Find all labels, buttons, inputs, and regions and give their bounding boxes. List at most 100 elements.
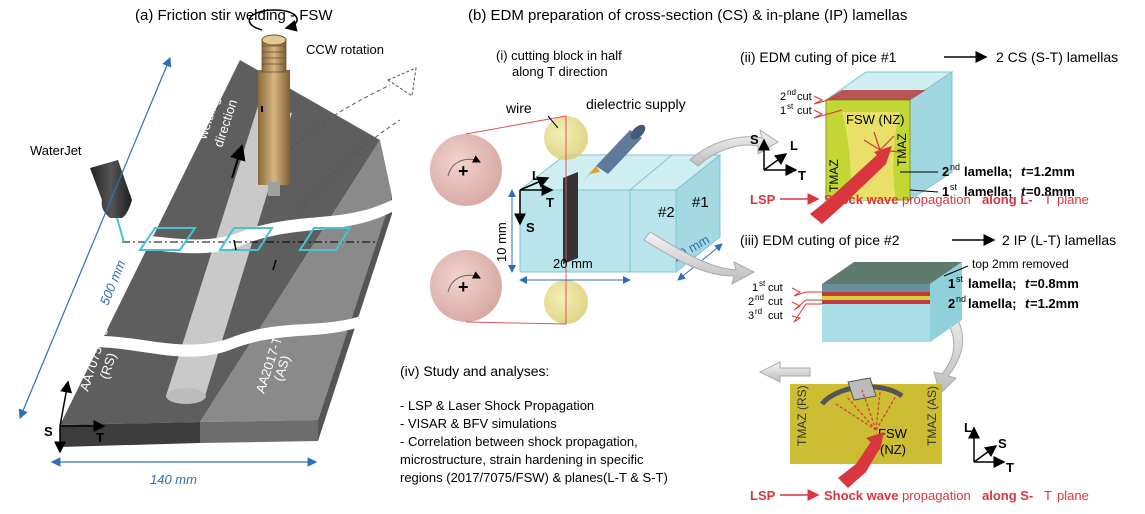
iii-side [930, 262, 962, 342]
dim-500-line [18, 56, 172, 420]
br-shock: Shock wave [824, 488, 898, 503]
ccw-label: CCW rotation [306, 42, 384, 57]
roller-top-left [430, 134, 502, 206]
ii-lam1-value: =0.8mm [1026, 184, 1075, 199]
svg-text:st: st [956, 274, 964, 284]
svg-text:cut: cut [768, 282, 783, 294]
dielectric-nozzle [596, 130, 642, 174]
ii-shock: Shock wave [824, 192, 898, 207]
wire-label: wire [505, 100, 532, 116]
step-ii-title-b: 2 CS (S-T) lamellas [996, 49, 1118, 65]
axis-a-t: T [96, 430, 104, 445]
wire-bottom [465, 280, 567, 325]
fsw-tool-body [258, 70, 290, 185]
ii-cut1-word: cut [797, 105, 812, 117]
axis-b-s: S [526, 220, 535, 235]
ii-lsp: LSP [750, 192, 776, 207]
br-axis-s: S [998, 436, 1007, 451]
ii-fsw-label: FSW (NZ) [846, 112, 904, 127]
dielectric-label: dielectric supply [586, 96, 686, 112]
br-probe [847, 377, 877, 401]
ii-shock-burst [863, 131, 901, 153]
block-side [675, 153, 721, 274]
ii-tmaz-right: TMAZ [895, 133, 909, 166]
step-iv-line4: microstructure, strain hardening in spec… [400, 452, 644, 467]
block-front [519, 189, 677, 273]
svg-text:cut: cut [768, 310, 783, 322]
waterjet-nozzle [90, 160, 132, 218]
iii-cut3-num: 3 [748, 310, 754, 322]
cut-slot [563, 172, 578, 264]
link-arrow-1 [289, 84, 391, 151]
iii-top [822, 262, 962, 284]
svg-text:nd: nd [787, 88, 796, 97]
ii-axis-s: S [750, 132, 759, 147]
step-i-line1: (i) cutting block in half [496, 48, 622, 63]
br-vectors [835, 389, 897, 431]
ccw-arrow-icon [248, 9, 298, 32]
ii-prop: propagation [902, 192, 971, 207]
ii-along: along L- [982, 192, 1033, 207]
svg-text:nd: nd [755, 293, 764, 302]
br-lsp: LSP [750, 488, 776, 503]
iii-lam2-num: 2 [948, 296, 955, 311]
weld-end [166, 388, 206, 404]
dielectric-jet [584, 166, 600, 180]
axis-b-l: L [532, 168, 540, 183]
ii-axis-t: T [798, 168, 806, 183]
svg-text:t: t [1025, 276, 1030, 291]
step-iii-title-a: (iii) EDM cuting of pice #2 [740, 232, 900, 248]
axis-b-t: T [546, 195, 554, 210]
svg-text:nd: nd [956, 294, 966, 304]
ii-plane-t: T [1044, 192, 1052, 207]
iii-lam2-value: =1.2mm [1030, 296, 1079, 311]
ii-cut2-word: cut [797, 91, 812, 103]
ii-tmaz-left: TMAZ [827, 159, 841, 192]
link-arrowhead [386, 67, 417, 97]
br-plane-t: T [1044, 488, 1052, 503]
plate-front-right [200, 420, 318, 443]
br-axis-t: T [1006, 460, 1014, 475]
iii-cut2-num: 2 [748, 296, 754, 308]
svg-text:st: st [787, 102, 794, 111]
iii-lam1-label: lamella; [968, 276, 1016, 291]
iii-front [822, 304, 930, 342]
step-iv-title: (iv) Study and analyses: [400, 363, 549, 379]
step-iv-line2: - VISAR & BFV simulations [400, 416, 557, 431]
ii-laser-beam [810, 154, 886, 224]
link-arrow-2 [299, 119, 401, 211]
ii-cut2-num: 2 [780, 91, 786, 103]
axis-a-l: L [56, 382, 64, 397]
panel-a-title: (a) Friction stir welding - FSW [135, 7, 333, 24]
br-laser-beam [838, 440, 880, 488]
br-tmaz-left: TMAZ (RS) [795, 385, 809, 446]
flow-arrow-iii [643, 231, 756, 285]
fsw-tool-top [261, 34, 287, 46]
br-along: along S- [982, 488, 1033, 503]
iii-top-removed: top 2mm removed [972, 257, 1069, 271]
sample-outline-2 [218, 227, 274, 251]
br-plane: plane [1057, 488, 1089, 503]
piece-2-label: #2 [658, 204, 675, 221]
sample-outline-3 [298, 227, 352, 251]
flow-arrow-ii [689, 128, 779, 167]
iii-lam2-label: lamella; [968, 296, 1016, 311]
svg-text:t: t [1021, 184, 1026, 199]
step-iv-line1: - LSP & Laser Shock Propagation [400, 398, 594, 413]
roller-bottom-left [430, 250, 502, 322]
ii-plane: plane [1057, 192, 1089, 207]
svg-text:rd: rd [755, 307, 762, 316]
svg-text:cut: cut [768, 296, 783, 308]
wire-top [465, 115, 567, 160]
step-i-line2: along T direction [512, 64, 608, 79]
dim-20a-label: 20 mm [553, 256, 593, 271]
iii-lam1-num: 1 [948, 276, 955, 291]
roller-plus-2: + [458, 277, 469, 297]
svg-text:st: st [759, 279, 766, 288]
br-axis-l: L [964, 420, 972, 435]
step-iii-title-b: 2 IP (L-T) lamellas [1002, 232, 1116, 248]
iii-lam1-value: =0.8mm [1030, 276, 1079, 291]
br-prop: propagation [902, 488, 971, 503]
